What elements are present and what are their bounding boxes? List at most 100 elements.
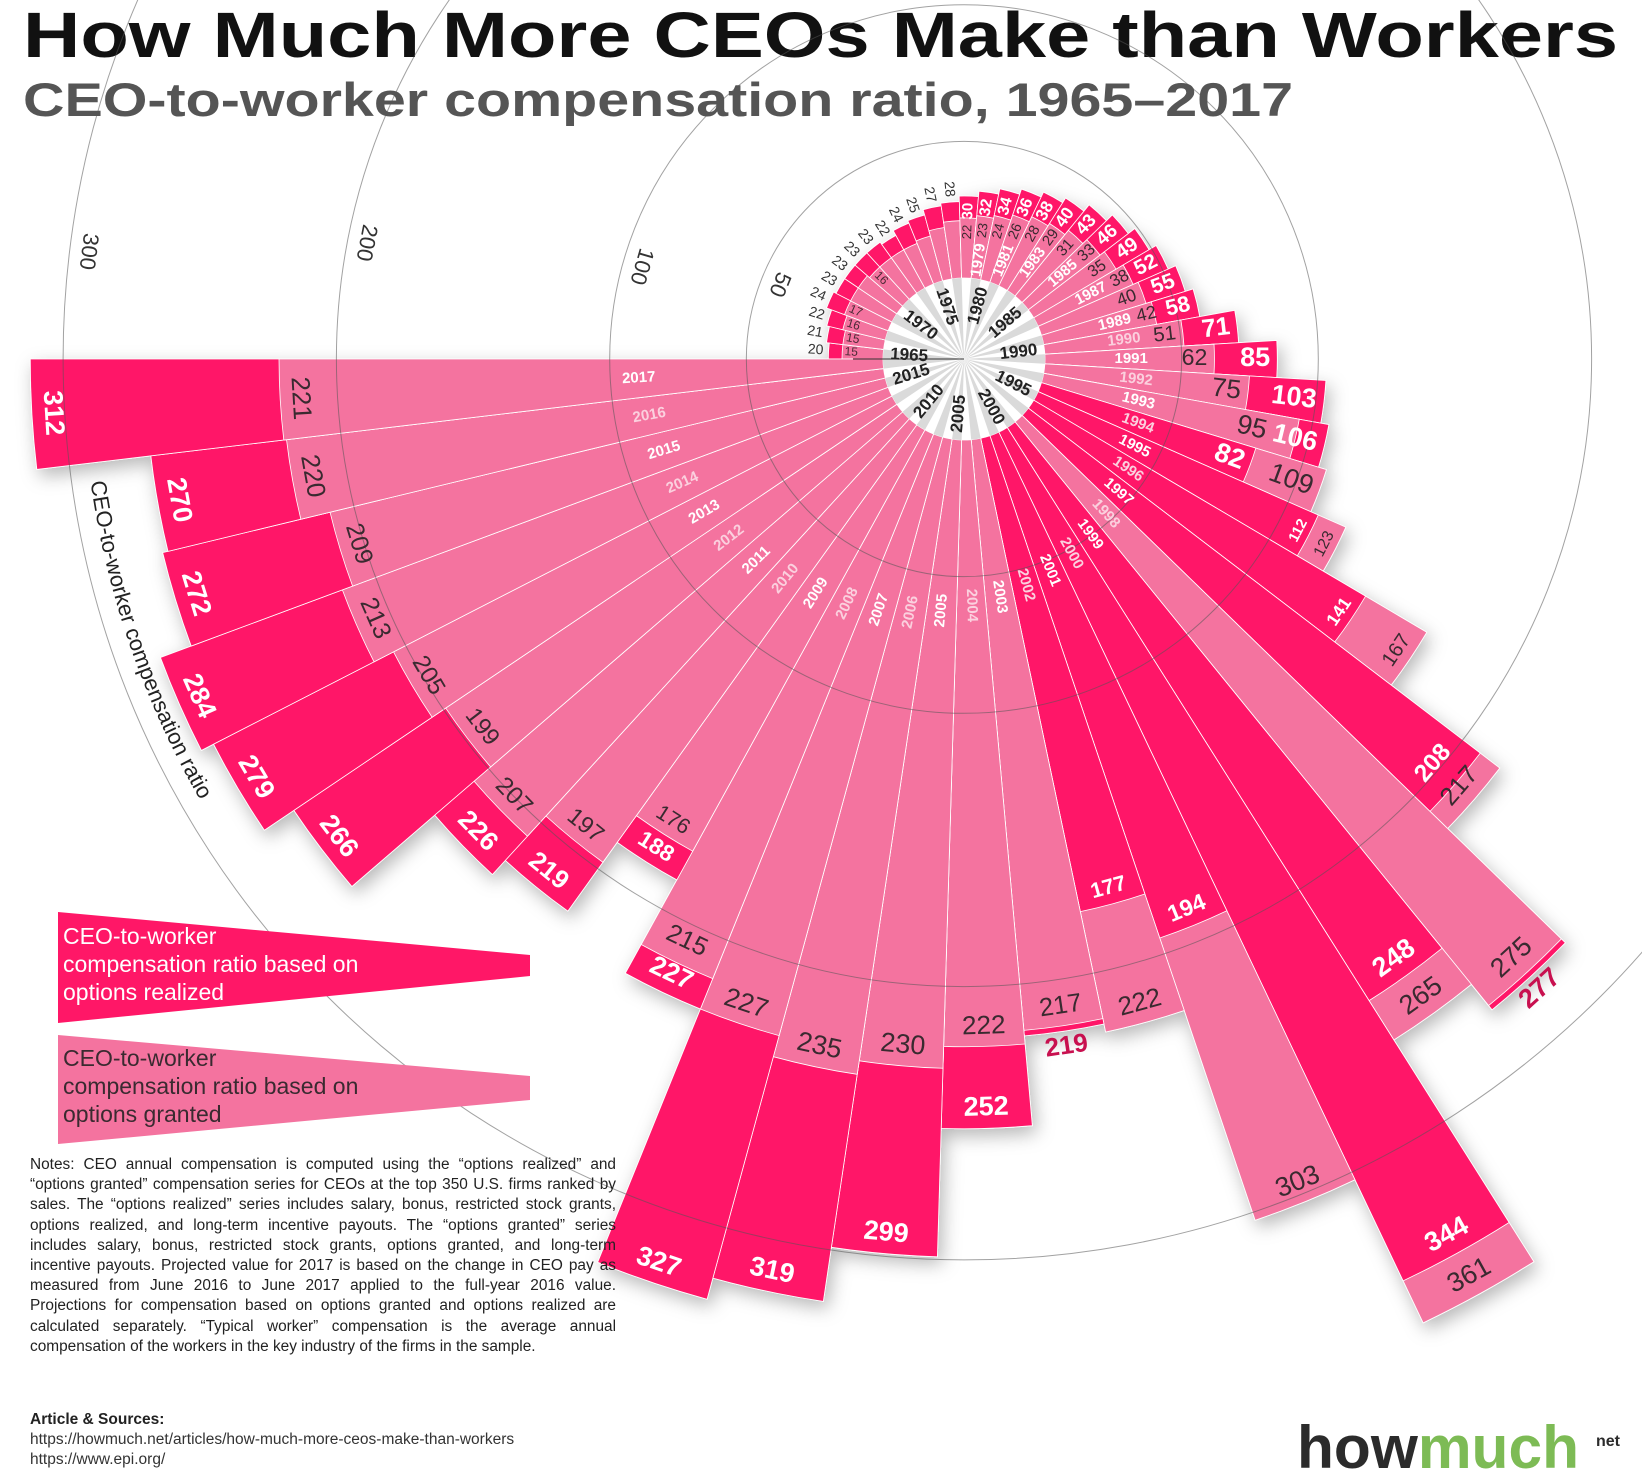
hub-spoke (952, 278, 964, 359)
value-label-granted-1979: 23 (974, 222, 991, 239)
sources: Article & Sources: https://howmuch.net/a… (30, 1410, 730, 1470)
ring-100 (609, 4, 1319, 714)
ring-labels: 50 100 200 300 (75, 223, 797, 301)
ring-200 (336, 0, 1592, 987)
legend-label-realized-line1: CEO-to-worker (63, 923, 217, 949)
legend: CEO-to-worker compensation ratio based o… (58, 912, 530, 1144)
value-label-realized-1973: 22 (872, 217, 894, 239)
legend-swatch-realized (58, 912, 530, 1023)
hub-spoke (964, 335, 1044, 359)
hub-year-label-1965: 1965 (890, 344, 929, 365)
value-label-realized-1966: 21 (806, 322, 824, 341)
hub-spoke (952, 359, 964, 440)
legend-label-granted-line2: compensation ratio based on (63, 1073, 358, 1099)
notes: Notes: CEO annual compensation is comput… (30, 1156, 616, 1355)
value-label-granted-1982: 28 (1022, 223, 1044, 245)
legend-label-realized-line3: options realized (63, 979, 224, 1005)
value-label-realized-1968: 24 (808, 283, 829, 304)
value-label-granted-1967: 16 (845, 316, 862, 333)
legend-label-granted-line3: options granted (63, 1101, 222, 1127)
hub-spoke (902, 299, 964, 359)
value-label-realized-1977: 28 (941, 181, 958, 198)
legend-swatch-granted (58, 1035, 530, 1144)
hub-spoke (964, 359, 999, 436)
year-label-1992: 1992 (1119, 369, 1154, 390)
value-label-granted-1966: 15 (845, 330, 861, 346)
value-label-granted-2003: 217 (1037, 988, 1083, 1022)
hub-spoke (964, 359, 1029, 416)
value-label-granted-1980: 24 (989, 221, 1008, 240)
hub-spoke (883, 349, 964, 359)
logo-net: net (1596, 1433, 1621, 1450)
hub-spoke (964, 302, 1029, 359)
value-label-realized-2005: 299 (862, 1215, 910, 1249)
value-label-realized-2003: 219 (1043, 1029, 1090, 1063)
value-label-granted-1965: 15 (844, 344, 858, 359)
year-label-2017: 2017 (622, 368, 656, 387)
legend-label-granted-line1: CEO-to-worker (63, 1045, 217, 1071)
ring-50 (745, 140, 1183, 578)
bars (29, 188, 1566, 1324)
hub-spoke (933, 359, 964, 438)
logo-much: much (1418, 1414, 1579, 1475)
year-label-2016: 2016 (631, 404, 667, 427)
source-link-epi[interactable]: https://www.epi.org/ (30, 1451, 166, 1468)
value-label-realized-1991: 85 (1240, 342, 1270, 372)
value-label-granted-1983: 29 (1040, 226, 1063, 249)
value-label-realized-1974: 24 (886, 204, 907, 225)
value-label-granted-1993: 95 (1234, 409, 1270, 445)
ring-label-300: 300 (75, 232, 104, 271)
value-label-granted-1978: 22 (959, 224, 974, 239)
value-label-granted-2005: 230 (879, 1027, 926, 1061)
hub-spoke (964, 359, 1016, 428)
bar-group-2001 (989, 431, 1356, 1221)
ring-grid-overlay (62, 0, 1642, 1261)
ring-label-100: 100 (625, 246, 659, 288)
value-label-realized-1989: 58 (1163, 291, 1193, 321)
source-link-article[interactable]: https://howmuch.net/articles/how-much-mo… (30, 1431, 515, 1448)
year-label-1991: 1991 (1115, 350, 1148, 367)
value-label-realized-1975: 25 (903, 195, 923, 215)
year-label-1979: 1979 (967, 242, 989, 278)
hub-spoke (916, 288, 964, 359)
bar-group-2017 (29, 358, 885, 470)
value-label-realized-1992: 103 (1270, 379, 1318, 414)
legend-item-realized: CEO-to-worker compensation ratio based o… (58, 912, 530, 1023)
year-label-2005: 2005 (931, 593, 951, 628)
value-label-realized-2004: 252 (963, 1091, 1009, 1122)
value-label-granted-1981: 26 (1004, 221, 1025, 242)
hub-spoke (902, 359, 964, 419)
hub-spoke (891, 313, 964, 359)
ring-300 (62, 0, 1642, 1261)
year-label-2004: 2004 (963, 588, 981, 623)
hub-spoke (964, 278, 981, 359)
value-label-realized-1965: 20 (807, 340, 824, 357)
hub-spoke (964, 354, 1046, 364)
value-label-realized-1980: 34 (994, 195, 1016, 217)
value-label-granted-1992: 75 (1210, 372, 1243, 405)
value-label-realized-1978: 30 (959, 202, 976, 219)
hub-spoke (964, 290, 1016, 359)
value-label-realized-1967: 22 (807, 303, 827, 323)
value-label-realized-1990: 71 (1200, 312, 1231, 343)
hub-spoke (916, 359, 964, 430)
value-label-realized-1969: 23 (819, 267, 841, 289)
logo-how: how (1297, 1414, 1418, 1475)
hub-spoke (964, 359, 1044, 383)
value-label-realized-1976: 27 (921, 185, 940, 204)
hub-spoke (885, 359, 964, 388)
value-label-granted-1968: 17 (847, 301, 865, 319)
hub-year-label-2005: 2005 (947, 394, 969, 433)
hub-spoke (885, 330, 964, 359)
value-label-granted-2017: 221 (286, 376, 319, 421)
hub-spoke (883, 359, 964, 369)
value-label-granted-1989: 42 (1134, 302, 1158, 326)
value-label-realized-2017: 312 (38, 390, 71, 437)
hub-spoke (964, 359, 1039, 401)
value-label-granted-1990: 51 (1152, 322, 1177, 347)
hub-spoke (933, 280, 964, 359)
hub-spoke (964, 282, 999, 359)
